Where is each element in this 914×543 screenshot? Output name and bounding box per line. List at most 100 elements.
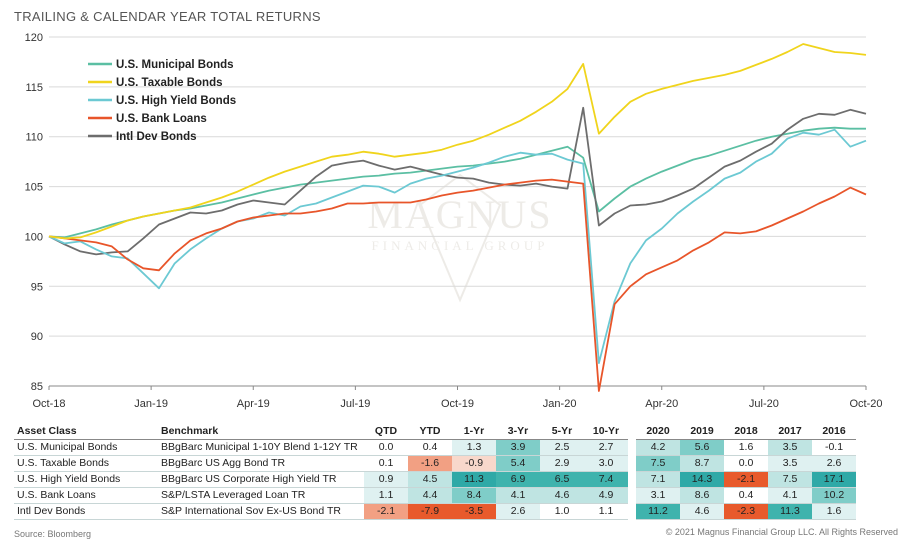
y-tick-label: 105: [25, 182, 43, 194]
return-value-cell: -2.1: [724, 471, 768, 488]
column-header: Benchmark: [158, 424, 364, 440]
return-value-cell: 4.6: [540, 487, 584, 504]
column-gap: [628, 503, 636, 520]
benchmark-cell: BBgBarc US Corporate High Yield TR: [158, 471, 364, 488]
return-value-cell: 7.5: [768, 471, 812, 488]
legend-label: U.S. High Yield Bonds: [116, 95, 236, 107]
return-value-cell: 4.4: [408, 487, 452, 504]
return-value-cell: 11.3: [768, 503, 812, 520]
return-value-cell: 3.1: [636, 487, 680, 504]
series-line: [48, 43, 867, 240]
return-value-cell: 2.7: [584, 439, 628, 456]
watermark-text: MAGNUS: [367, 192, 552, 237]
x-tick-label: Jan-20: [543, 398, 577, 410]
column-header: 2020: [636, 424, 680, 440]
column-gap: [628, 455, 636, 472]
column-header: 2017: [768, 424, 812, 440]
return-value-cell: 4.6: [680, 503, 724, 520]
x-tick-label: Apr-19: [237, 398, 270, 410]
return-value-cell: 8.7: [680, 455, 724, 472]
return-value-cell: 1.0: [540, 503, 584, 520]
copyright-note: © 2021 Magnus Financial Group LLC. All R…: [665, 527, 898, 537]
return-value-cell: 4.2: [636, 439, 680, 456]
x-tick-label: Apr-20: [645, 398, 678, 410]
column-header: 2019: [680, 424, 724, 440]
return-value-cell: 1.3: [452, 439, 496, 456]
return-value-cell: 7.5: [636, 455, 680, 472]
table-row: U.S. Bank Loans S&P/LSTA Leveraged Loan T…: [14, 487, 856, 504]
column-header: 10-Yr: [584, 424, 628, 440]
return-value-cell: 0.0: [364, 439, 408, 456]
series-line: [48, 106, 867, 256]
y-tick-label: 90: [31, 331, 43, 343]
watermark-logo: MAGNUS FINANCIAL GROUP: [367, 173, 552, 303]
return-value-cell: 2.6: [812, 455, 856, 472]
column-header: Asset Class: [14, 424, 158, 440]
y-axis: 85 90 95 100 105 110 115 120: [25, 32, 866, 393]
legend-label: Intl Dev Bonds: [116, 131, 197, 143]
return-value-cell: 0.0: [724, 455, 768, 472]
y-tick-label: 110: [25, 132, 43, 144]
asset-class-cell: U.S. Bank Loans: [14, 487, 158, 504]
x-tick-label: Jul-19: [340, 398, 370, 410]
return-value-cell: 0.9: [364, 471, 408, 488]
return-value-cell: -2.3: [724, 503, 768, 520]
return-value-cell: 1.1: [584, 503, 628, 520]
asset-class-cell: Intl Dev Bonds: [14, 503, 158, 520]
column-header: 2018: [724, 424, 768, 440]
column-gap: [628, 424, 636, 440]
series-line: [48, 178, 867, 392]
return-value-cell: 4.1: [768, 487, 812, 504]
column-gap: [628, 471, 636, 488]
series-lines: [48, 43, 867, 392]
column-header: 3-Yr: [496, 424, 540, 440]
table-row: U.S. Municipal Bonds BBgBarc Municipal 1-…: [14, 439, 856, 456]
legend: U.S. Municipal Bonds U.S. Taxable Bonds U.…: [88, 59, 236, 143]
return-value-cell: 8.4: [452, 487, 496, 504]
column-header: YTD: [408, 424, 452, 440]
return-value-cell: -7.9: [408, 503, 452, 520]
x-tick-label: Jan-19: [134, 398, 168, 410]
benchmark-cell: S&P/LSTA Leveraged Loan TR: [158, 487, 364, 504]
return-value-cell: -0.9: [452, 455, 496, 472]
y-tick-label: 100: [25, 231, 43, 243]
benchmark-cell: BBgBarc US Agg Bond TR: [158, 455, 364, 472]
column-header: 2016: [812, 424, 856, 440]
return-value-cell: 7.4: [584, 471, 628, 488]
x-tick-label: Jul-20: [749, 398, 779, 410]
asset-class-cell: U.S. Taxable Bonds: [14, 455, 158, 472]
return-value-cell: 0.1: [364, 455, 408, 472]
watermark-subtext: FINANCIAL GROUP: [372, 238, 549, 253]
table-row: U.S. High Yield Bonds BBgBarc US Corporat…: [14, 471, 856, 488]
column-header: 1-Yr: [452, 424, 496, 440]
table-body: U.S. Municipal Bonds BBgBarc Municipal 1-…: [14, 439, 856, 520]
return-value-cell: 0.4: [408, 439, 452, 456]
legend-label: U.S. Bank Loans: [116, 113, 207, 125]
return-value-cell: 0.4: [724, 487, 768, 504]
return-value-cell: 2.9: [540, 455, 584, 472]
return-value-cell: 4.9: [584, 487, 628, 504]
benchmark-cell: BBgBarc Municipal 1-10Y Blend 1-12Y TR: [158, 439, 364, 456]
y-tick-label: 120: [25, 32, 43, 44]
return-value-cell: -2.1: [364, 503, 408, 520]
returns-table: Asset Class Benchmark QTD YTD 1-Yr 3-Yr 5-Yr 10…: [14, 424, 856, 520]
return-value-cell: 8.6: [680, 487, 724, 504]
return-value-cell: 6.5: [540, 471, 584, 488]
return-value-cell: -3.5: [452, 503, 496, 520]
y-tick-label: 85: [31, 381, 43, 393]
table-row: Intl Dev Bonds S&P International Sov Ex-U…: [14, 503, 856, 520]
return-value-cell: 5.6: [680, 439, 724, 456]
return-value-cell: 11.2: [636, 503, 680, 520]
return-value-cell: 5.4: [496, 455, 540, 472]
return-value-cell: 1.6: [724, 439, 768, 456]
return-value-cell: 4.1: [496, 487, 540, 504]
return-value-cell: 2.6: [496, 503, 540, 520]
source-note: Source: Bloomberg: [14, 529, 92, 539]
return-value-cell: 10.2: [812, 487, 856, 504]
chart-title: TRAILING & CALENDAR YEAR TOTAL RETURNS: [14, 9, 321, 24]
y-tick-label: 115: [25, 82, 43, 94]
table-header-row: Asset Class Benchmark QTD YTD 1-Yr 3-Yr 5-Yr 10…: [14, 424, 856, 440]
return-value-cell: 3.0: [584, 455, 628, 472]
return-value-cell: 17.1: [812, 471, 856, 488]
return-value-cell: 3.9: [496, 439, 540, 456]
